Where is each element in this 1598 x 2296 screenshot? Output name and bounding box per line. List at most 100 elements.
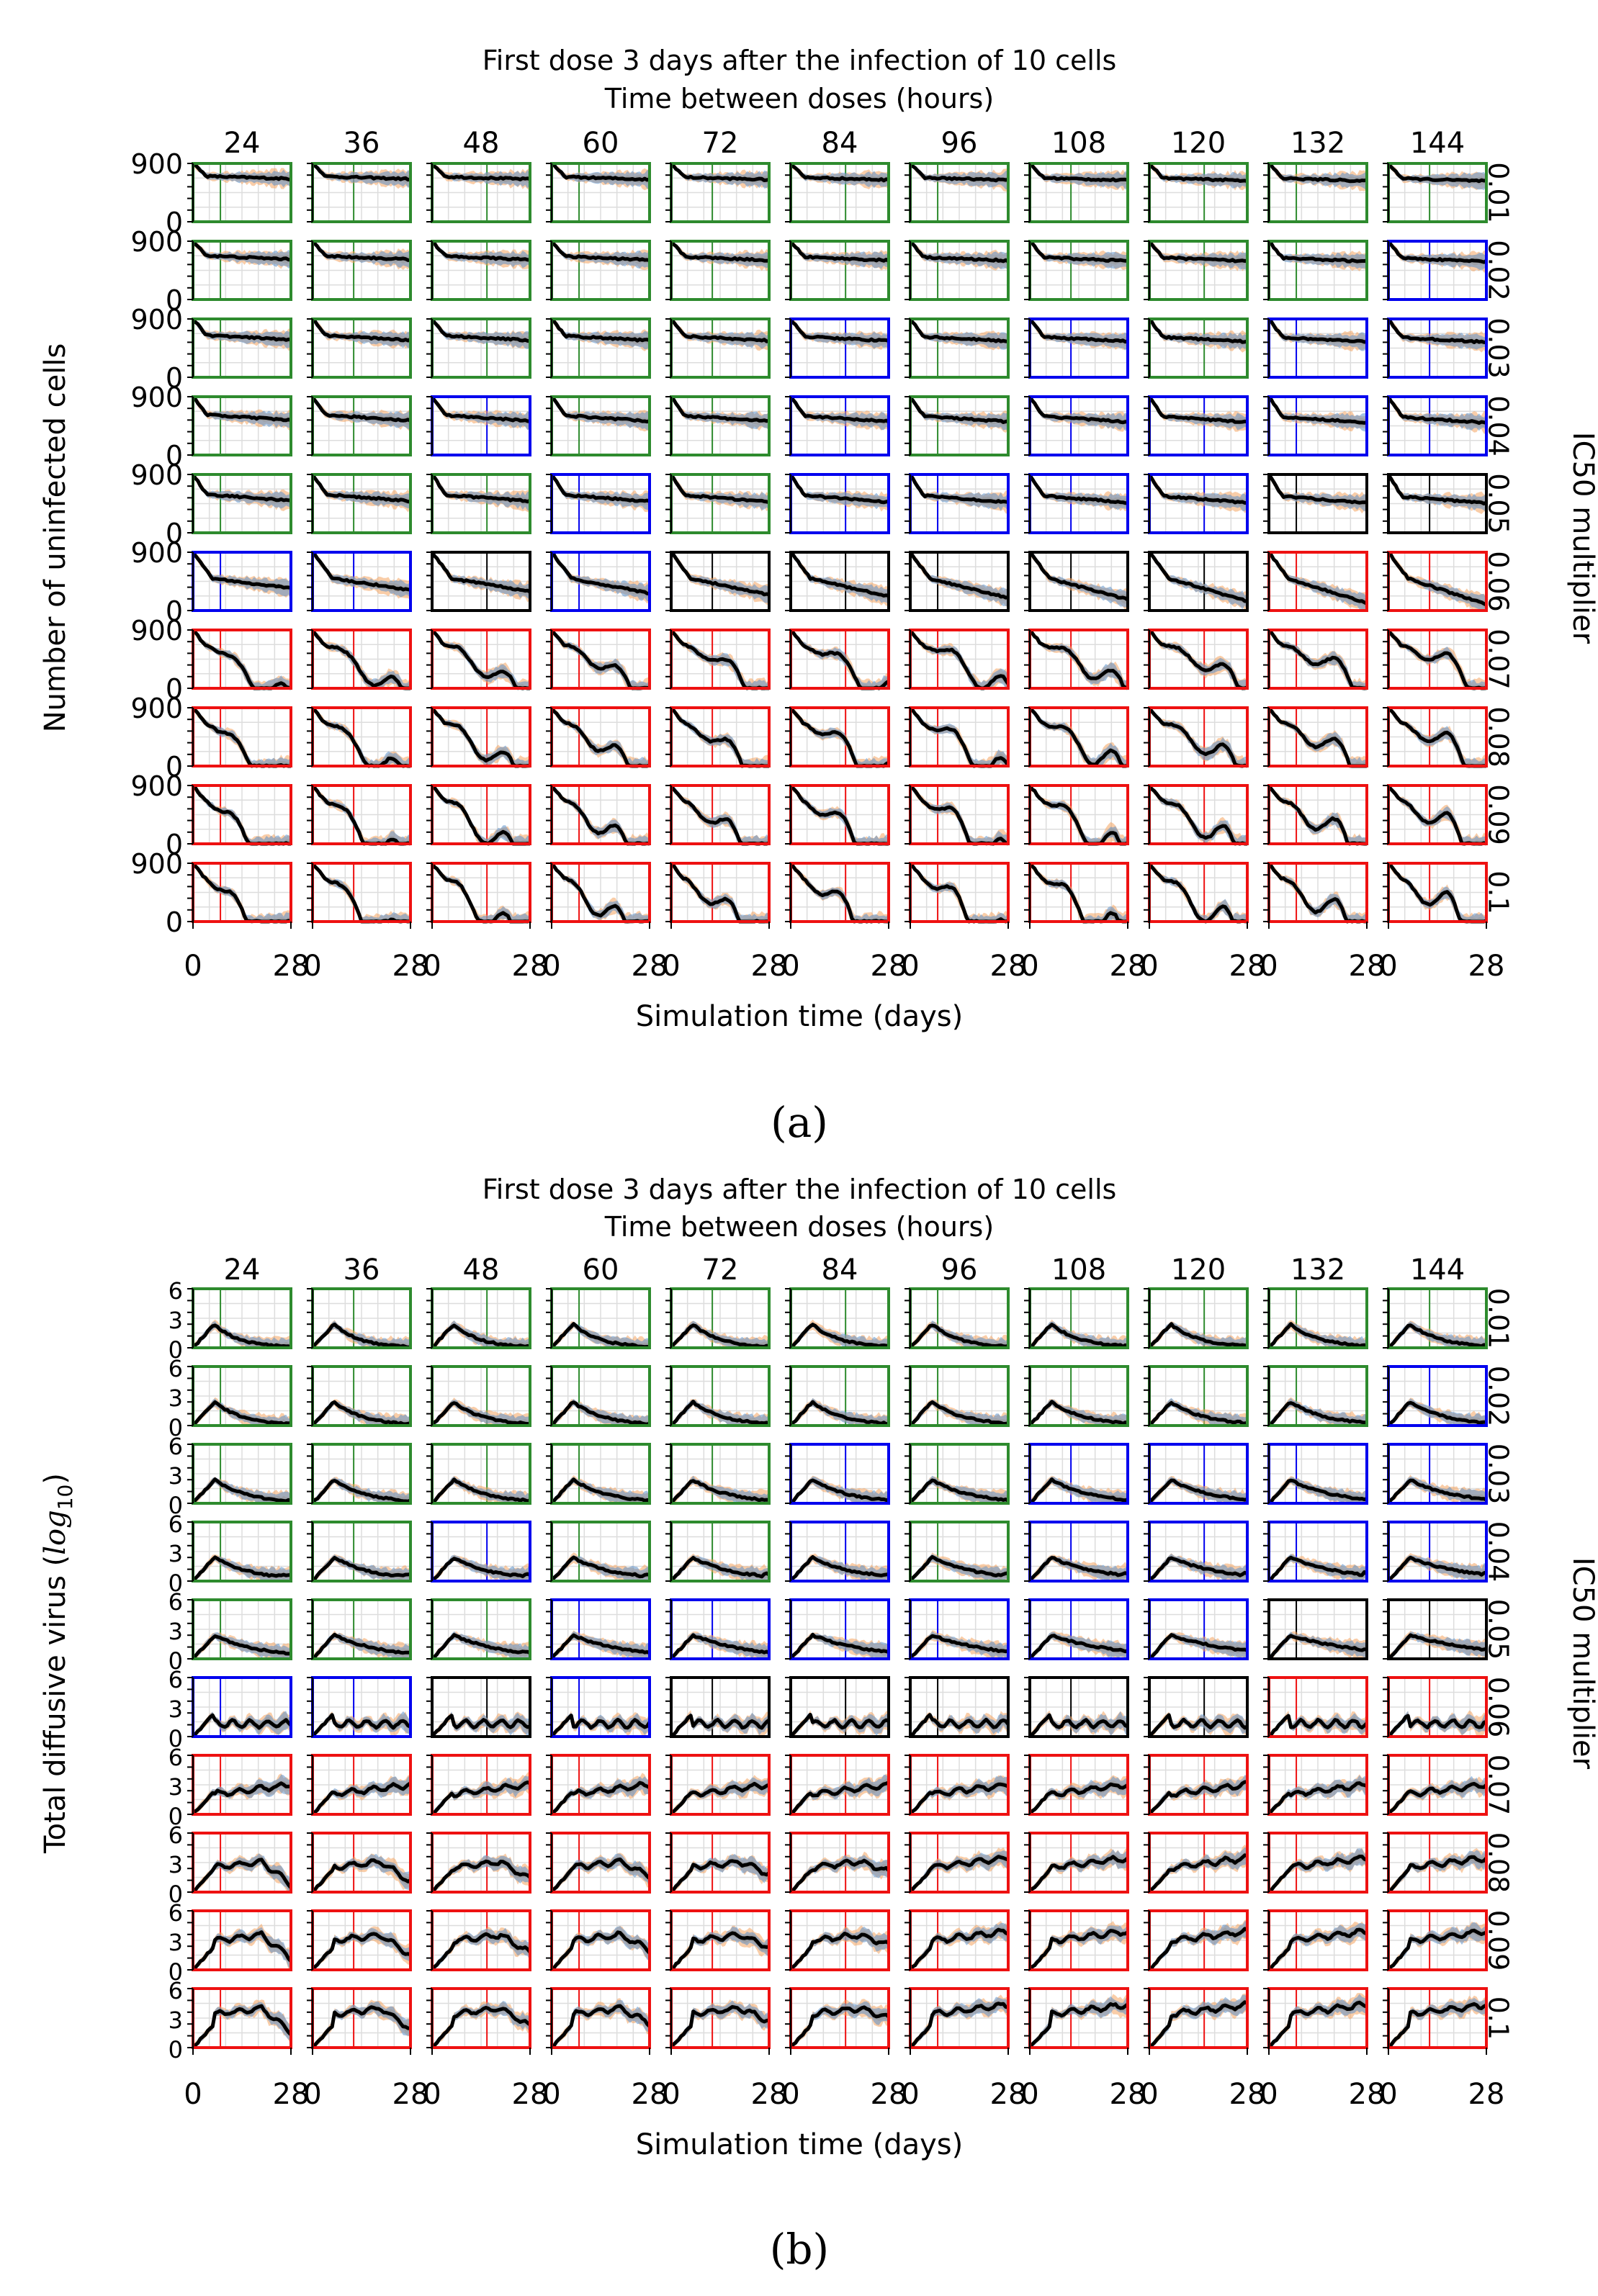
subplot-r0.09-c144 [1383, 1909, 1488, 1971]
mean-line [549, 473, 650, 503]
band-gray [910, 552, 1008, 601]
mean-line [909, 2002, 1009, 2049]
mean-line [310, 1323, 411, 1349]
subplot-r0.01-c72 [665, 1287, 771, 1349]
subplot-r0.04-c60 [546, 395, 651, 456]
mean-line [670, 2004, 770, 2048]
mean-line [311, 1556, 411, 1583]
mean-line [789, 1780, 890, 1816]
mean-line [1267, 162, 1368, 184]
column-header-72: 72 [702, 1253, 739, 1287]
mean-line [1267, 395, 1368, 425]
subplot-r0.04-c120 [1144, 1521, 1249, 1583]
band-blue [1269, 1712, 1367, 1737]
mean-line [1028, 1400, 1128, 1427]
y-tick-label: 3 [169, 1385, 183, 1412]
y-tick-label: 0 [169, 1492, 183, 1519]
y-tick-label: 0 [166, 207, 183, 238]
y-tick-label: 900 [130, 693, 183, 724]
subplot-r0.09-c96 [905, 784, 1010, 846]
mean-line [1387, 162, 1487, 184]
band-blue [1149, 785, 1247, 844]
mean-line [430, 1401, 531, 1427]
subplot-r0.01-c132 [1263, 1287, 1368, 1349]
mean-line [789, 162, 889, 183]
mean-line [670, 240, 770, 263]
band-blue [552, 863, 650, 922]
mean-line [431, 1780, 531, 1816]
mean-line [310, 629, 410, 690]
mean-line [670, 1323, 770, 1349]
subplot-r0.01-c84 [785, 1287, 890, 1349]
subplot-r0.09-c36 [307, 1909, 412, 1971]
mean-line [550, 1400, 650, 1426]
column-header-84: 84 [822, 127, 858, 160]
mean-line [550, 1322, 650, 1349]
mean-line [1028, 474, 1128, 505]
column-header-108: 108 [1051, 1253, 1106, 1287]
subplot-r0.07-c84 [785, 629, 890, 690]
mean-line [1386, 395, 1487, 426]
mean-line [1267, 1781, 1368, 1816]
y-tick-label: 0 [166, 362, 183, 394]
column-header-48: 48 [463, 1253, 500, 1287]
subplot-r0.1-c48 [426, 1987, 531, 2049]
mean-line [1387, 1633, 1487, 1660]
mean-line [1148, 1713, 1249, 1737]
subplot-r0.07-c48 [426, 629, 531, 690]
subplot-r0.09-c84 [785, 1909, 890, 1971]
subplot-r0.02-c96 [905, 1365, 1010, 1427]
subplot-r0.05-c144 [1383, 1598, 1488, 1660]
subplot-r0.1-c24 [187, 1987, 292, 2049]
y-tick-label: 0 [169, 1647, 183, 1675]
subplot-r0.1-c108 [1024, 862, 1129, 924]
subplot-r0.03-c96 [905, 318, 1010, 379]
subplot-r0.05-c96 [905, 473, 1010, 534]
band-gray [1388, 1714, 1486, 1737]
mean-line [670, 1479, 770, 1505]
band-blue [193, 319, 291, 348]
subplot-r0.07-c72 [665, 1754, 771, 1816]
mean-line [1028, 1855, 1129, 1894]
band-blue [1388, 1631, 1486, 1659]
y-tick-label: 0 [166, 906, 183, 938]
panel-b: First dose 3 days after the infection of… [39, 1174, 1598, 2161]
subplot-r0.08-c96 [905, 1832, 1010, 1894]
subplot-r0.04-c84 [785, 1521, 890, 1583]
band-blue [432, 241, 530, 269]
subplot-r0.05-c72 [665, 473, 771, 534]
mean-line [550, 2004, 651, 2049]
subplot-r0.06-c60 [546, 1676, 652, 1738]
mean-line [1267, 551, 1368, 605]
mean-line [1148, 396, 1248, 424]
x-tick-label: 0 [423, 2078, 441, 2111]
mean-line [550, 1633, 650, 1660]
x-tick-label: 28 [392, 950, 429, 983]
subplot-r0.05-c24 [187, 1598, 292, 1660]
subplot-r0.09-c36 [307, 784, 412, 846]
y-tick-label: 900 [130, 615, 183, 647]
column-header-72: 72 [702, 127, 739, 160]
subplot-r0.03-c96 [905, 1443, 1010, 1505]
y-tick-label: 0 [169, 1725, 183, 1752]
mean-line [908, 474, 1009, 505]
mean-line [1147, 706, 1248, 768]
mean-line [789, 1400, 889, 1427]
subplot-r0.1-c84 [785, 1987, 890, 2049]
mean-line [430, 318, 531, 343]
subplot-r0.08-c108 [1024, 706, 1129, 768]
band-blue [313, 163, 410, 189]
x-tick-label: 28 [990, 950, 1027, 983]
subplot-r0.04-c24 [187, 395, 292, 456]
x-tick-label: 28 [1229, 950, 1266, 983]
mean-line [1028, 1556, 1129, 1583]
y-tick-label: 3 [169, 1696, 183, 1723]
subplot-r0.06-c120 [1144, 551, 1249, 612]
subplot-r0.05-c132 [1263, 473, 1368, 534]
x-tick-label: 28 [1468, 950, 1505, 983]
mean-line [1028, 706, 1128, 768]
band-gray [432, 1778, 530, 1814]
mean-line [670, 1556, 771, 1583]
subplot-r0.03-c60 [546, 318, 651, 379]
subplot-r0.08-c48 [426, 706, 531, 768]
